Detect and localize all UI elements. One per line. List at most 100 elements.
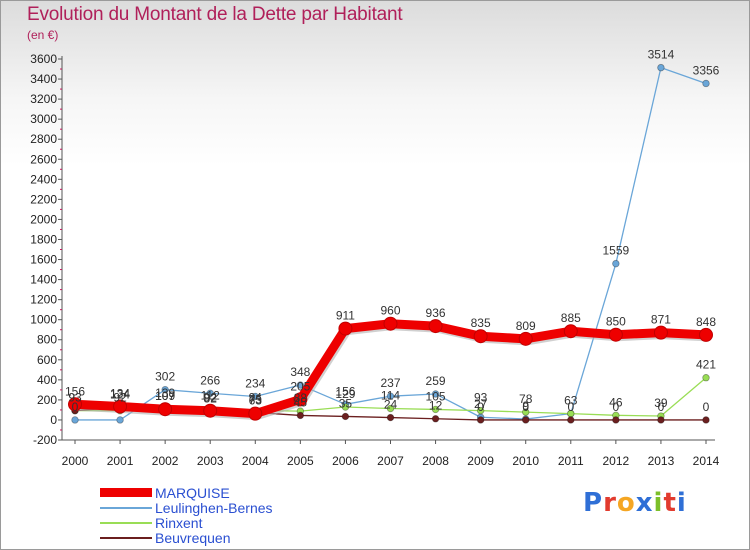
data-label: 0 [658, 400, 665, 414]
data-label: 936 [426, 306, 446, 320]
logo-letter: r [603, 488, 617, 518]
data-label: 871 [651, 313, 671, 327]
legend-label: Rinxent [155, 514, 203, 531]
data-point [702, 79, 710, 88]
data-label: 3356 [693, 63, 720, 77]
data-point [702, 416, 710, 424]
data-label: 92 [204, 391, 218, 405]
data-point [203, 403, 218, 418]
data-point [612, 416, 620, 424]
data-point [612, 259, 620, 268]
y-tick-label: 600 [37, 353, 57, 367]
logo-letter: i [653, 488, 664, 518]
x-tick-label: 2004 [242, 454, 269, 468]
data-point [386, 413, 395, 422]
data-label: 134 [110, 387, 130, 401]
axes: -200020040060080010001200140016001800200… [30, 52, 719, 468]
x-tick-label: 2010 [512, 454, 539, 468]
data-point [113, 399, 128, 414]
legend-item: Leulinghen-Bernes [100, 499, 273, 516]
x-tick-label: 2000 [62, 454, 89, 468]
data-label: 0 [522, 400, 529, 414]
data-labels: 1569301341249230213910910726611292822349… [65, 48, 720, 414]
data-point [522, 408, 530, 416]
data-label: 850 [606, 315, 626, 329]
data-label: 0 [703, 400, 710, 414]
x-tick-label: 2007 [377, 454, 404, 468]
data-label: 960 [380, 304, 400, 318]
data-label: 105 [426, 389, 446, 403]
data-label: 848 [696, 315, 716, 329]
data-label: 124 [110, 388, 130, 402]
series-layer [68, 63, 713, 424]
data-label: 911 [336, 309, 355, 323]
y-tick-label: 1200 [30, 293, 57, 307]
data-point [383, 316, 398, 331]
data-point [116, 416, 124, 424]
x-tick-label: 2013 [648, 454, 675, 468]
legend-swatch [100, 488, 152, 497]
data-label: 0 [613, 400, 620, 414]
data-point [386, 392, 395, 400]
data-label: 45 [294, 395, 308, 409]
data-point [293, 392, 308, 407]
data-label: 27 [474, 397, 488, 411]
data-point [428, 319, 443, 334]
data-label: 63 [564, 394, 578, 408]
logo-letter: o [616, 488, 636, 518]
y-tick-label: 800 [37, 333, 57, 347]
data-label: 24 [384, 398, 398, 412]
x-tick-label: 2003 [197, 454, 224, 468]
data-point [296, 411, 305, 420]
data-point [657, 416, 665, 424]
x-tick-label: 2011 [558, 454, 584, 468]
data-point [431, 415, 440, 423]
data-point [657, 63, 665, 72]
chart-title: Evolution du Montant de la Dette par Hab… [27, 4, 403, 25]
legend-item: Rinxent [100, 514, 203, 531]
data-point [248, 406, 263, 421]
data-point [338, 321, 353, 336]
data-label: 237 [380, 376, 400, 390]
data-point [158, 402, 173, 417]
data-label: 75 [249, 392, 263, 406]
data-label: 112 [201, 389, 220, 403]
data-label: 205 [290, 379, 310, 393]
data-point [473, 329, 488, 344]
legend-label: MARQUISE [155, 484, 230, 501]
data-point [563, 324, 578, 339]
data-label: 885 [561, 311, 581, 325]
legend-item: Beuvrequen [100, 529, 231, 546]
data-label: 9 [522, 399, 529, 413]
data-label: 266 [200, 373, 220, 387]
data-label: 1559 [603, 244, 630, 258]
data-label: 63 [249, 394, 263, 408]
data-label: 835 [471, 316, 491, 330]
y-tick-label: 2600 [30, 152, 57, 166]
data-label: 421 [696, 358, 716, 372]
x-tick-label: 2009 [467, 454, 494, 468]
data-point [518, 331, 533, 346]
data-label: 46 [609, 395, 623, 409]
legend-label: Beuvrequen [155, 529, 231, 546]
data-point [296, 381, 305, 389]
legend-swatch [100, 521, 152, 524]
y-tick-label: 1800 [30, 232, 57, 246]
data-label: 107 [155, 389, 175, 403]
legend-label: Leulinghen-Bernes [155, 499, 273, 516]
data-label: 93 [68, 391, 82, 405]
x-tick-label: 2002 [152, 454, 179, 468]
y-tick-label: 2000 [30, 212, 57, 226]
data-label: 94 [249, 391, 263, 405]
x-tick-label: 2005 [287, 454, 314, 468]
logo-letter: t [663, 488, 677, 518]
data-label: 35 [339, 396, 353, 410]
data-label: 0 [72, 400, 79, 414]
y-tick-label: 3000 [30, 112, 57, 126]
data-point [431, 390, 440, 398]
data-label: 88 [294, 391, 308, 405]
x-tick-label: 2012 [603, 454, 630, 468]
data-label: 92 [113, 391, 127, 405]
